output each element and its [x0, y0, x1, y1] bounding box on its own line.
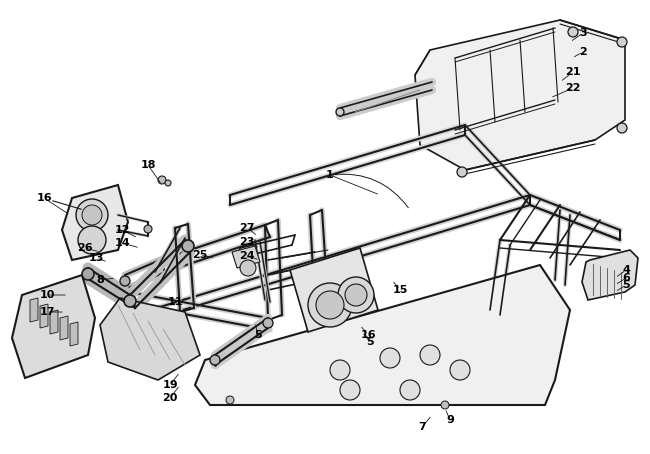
Polygon shape [232, 246, 260, 268]
Text: 14: 14 [114, 238, 130, 248]
Circle shape [240, 260, 256, 276]
Text: 9: 9 [446, 415, 454, 425]
Circle shape [420, 345, 440, 365]
Text: 23: 23 [239, 237, 255, 247]
Text: 25: 25 [192, 250, 208, 260]
Circle shape [340, 380, 360, 400]
Circle shape [182, 240, 194, 252]
Text: 11: 11 [167, 297, 183, 307]
Text: 19: 19 [162, 380, 178, 390]
Circle shape [345, 284, 367, 306]
Polygon shape [40, 304, 48, 328]
Polygon shape [100, 298, 200, 380]
Text: 12: 12 [114, 225, 130, 235]
Circle shape [336, 108, 344, 116]
Circle shape [330, 360, 350, 380]
Circle shape [450, 360, 470, 380]
Circle shape [226, 396, 234, 404]
Circle shape [316, 291, 344, 319]
Text: 13: 13 [88, 253, 104, 263]
Polygon shape [290, 248, 378, 332]
Circle shape [76, 199, 108, 231]
Polygon shape [50, 310, 58, 334]
Circle shape [617, 123, 627, 133]
Circle shape [82, 268, 94, 280]
Polygon shape [60, 316, 68, 340]
FancyArrowPatch shape [333, 174, 408, 208]
Text: 1: 1 [326, 170, 334, 180]
Polygon shape [62, 185, 128, 260]
Circle shape [82, 205, 102, 225]
Text: 16: 16 [360, 330, 376, 340]
Polygon shape [582, 250, 638, 300]
Text: 20: 20 [162, 393, 177, 403]
Circle shape [308, 283, 352, 327]
Text: 5: 5 [622, 280, 630, 290]
Text: 16: 16 [36, 193, 52, 203]
Polygon shape [415, 20, 625, 170]
Text: 24: 24 [239, 251, 255, 261]
Text: 21: 21 [566, 67, 580, 77]
Circle shape [120, 276, 130, 286]
Text: 17: 17 [39, 307, 55, 317]
Circle shape [210, 355, 220, 365]
Circle shape [124, 295, 136, 307]
Text: 5: 5 [254, 330, 262, 340]
Circle shape [457, 167, 467, 177]
Circle shape [617, 37, 627, 47]
Polygon shape [195, 265, 570, 405]
Text: 5: 5 [366, 337, 374, 347]
Circle shape [144, 225, 152, 233]
Text: 4: 4 [622, 265, 630, 275]
Circle shape [165, 180, 171, 186]
Circle shape [263, 318, 273, 328]
Circle shape [568, 27, 578, 37]
Text: 6: 6 [622, 273, 630, 283]
Text: 27: 27 [239, 223, 255, 233]
Circle shape [78, 226, 106, 254]
Circle shape [158, 176, 166, 184]
Polygon shape [30, 298, 38, 322]
Circle shape [380, 348, 400, 368]
Circle shape [338, 277, 374, 313]
Text: 26: 26 [77, 243, 93, 253]
Text: 10: 10 [39, 290, 55, 300]
Circle shape [400, 380, 420, 400]
Text: 7: 7 [418, 422, 426, 432]
Text: 3: 3 [579, 28, 587, 38]
Text: 18: 18 [140, 160, 156, 170]
Text: 22: 22 [566, 83, 580, 93]
Polygon shape [70, 322, 78, 346]
Polygon shape [12, 275, 95, 378]
Text: 2: 2 [579, 47, 587, 57]
Circle shape [441, 401, 449, 409]
Text: 8: 8 [96, 275, 104, 285]
Text: 15: 15 [393, 285, 408, 295]
